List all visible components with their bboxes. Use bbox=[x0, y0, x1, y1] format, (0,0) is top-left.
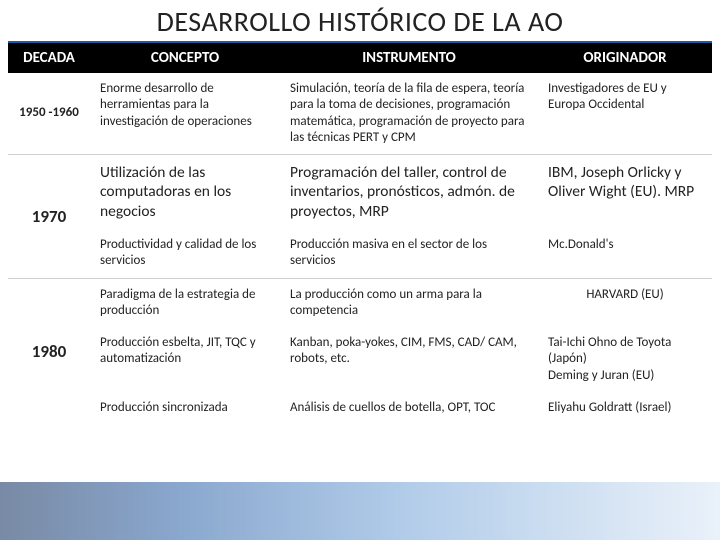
cell-originator: Tai-Ichi Ohno de Toyota (Japón) Deming y… bbox=[538, 327, 712, 392]
history-table: DECADA CONCEPTO INSTRUMENTO ORIGINADOR 1… bbox=[8, 43, 712, 424]
col-instrument: INSTRUMENTO bbox=[280, 43, 538, 73]
cell-decade: 1970 bbox=[8, 155, 90, 279]
table-row: Producción sincronizada Análisis de cuel… bbox=[8, 392, 712, 424]
cell-originator: IBM, Joseph Orlicky y Oliver Wight (EU).… bbox=[538, 155, 712, 230]
cell-concept: Paradigma de la estrategia de producción bbox=[90, 278, 280, 327]
cell-decade: 1980 bbox=[8, 278, 90, 424]
col-decade: DECADA bbox=[8, 43, 90, 73]
table-body: 1950 -1960 Enorme desarrollo de herramie… bbox=[8, 73, 712, 424]
cell-instrument: La producción como un arma para la compe… bbox=[280, 278, 538, 327]
table-row: 1950 -1960 Enorme desarrollo de herramie… bbox=[8, 73, 712, 155]
table-row: 1980 Paradigma de la estrategia de produ… bbox=[8, 278, 712, 327]
cell-originator: HARVARD (EU) bbox=[538, 278, 712, 327]
cell-instrument: Simulación, teoría de la fila de espera,… bbox=[280, 73, 538, 155]
cell-originator: Eliyahu Goldratt (Israel) bbox=[538, 392, 712, 424]
col-concept: CONCEPTO bbox=[90, 43, 280, 73]
table-row: 1970 Utilización de las computadoras en … bbox=[8, 155, 712, 230]
cell-concept: Enorme desarrollo de herramientas para l… bbox=[90, 73, 280, 155]
cell-concept: Productividad y calidad de los servicios bbox=[90, 229, 280, 278]
cell-concept: Producción esbelta, JIT, TQC y automatiz… bbox=[90, 327, 280, 392]
history-table-container: DECADA CONCEPTO INSTRUMENTO ORIGINADOR 1… bbox=[0, 43, 720, 424]
cell-concept: Utilización de las computadoras en los n… bbox=[90, 155, 280, 230]
page-title: DESARROLLO HISTÓRICO DE LA AO bbox=[0, 0, 720, 39]
cell-originator: Investigadores de EU y Europa Occidental bbox=[538, 73, 712, 155]
cell-instrument: Análisis de cuellos de botella, OPT, TOC bbox=[280, 392, 538, 424]
cell-instrument: Programación del taller, control de inve… bbox=[280, 155, 538, 230]
cell-originator: Mc.Donald's bbox=[538, 229, 712, 278]
table-row: Producción esbelta, JIT, TQC y automatiz… bbox=[8, 327, 712, 392]
cell-concept: Producción sincronizada bbox=[90, 392, 280, 424]
col-originator: ORIGINADOR bbox=[538, 43, 712, 73]
cell-instrument: Producción masiva en el sector de los se… bbox=[280, 229, 538, 278]
footer-graphic bbox=[0, 482, 720, 540]
table-row: Productividad y calidad de los servicios… bbox=[8, 229, 712, 278]
table-header-row: DECADA CONCEPTO INSTRUMENTO ORIGINADOR bbox=[8, 43, 712, 73]
cell-decade: 1950 -1960 bbox=[8, 73, 90, 155]
cell-instrument: Kanban, poka-yokes, CIM, FMS, CAD/ CAM, … bbox=[280, 327, 538, 392]
